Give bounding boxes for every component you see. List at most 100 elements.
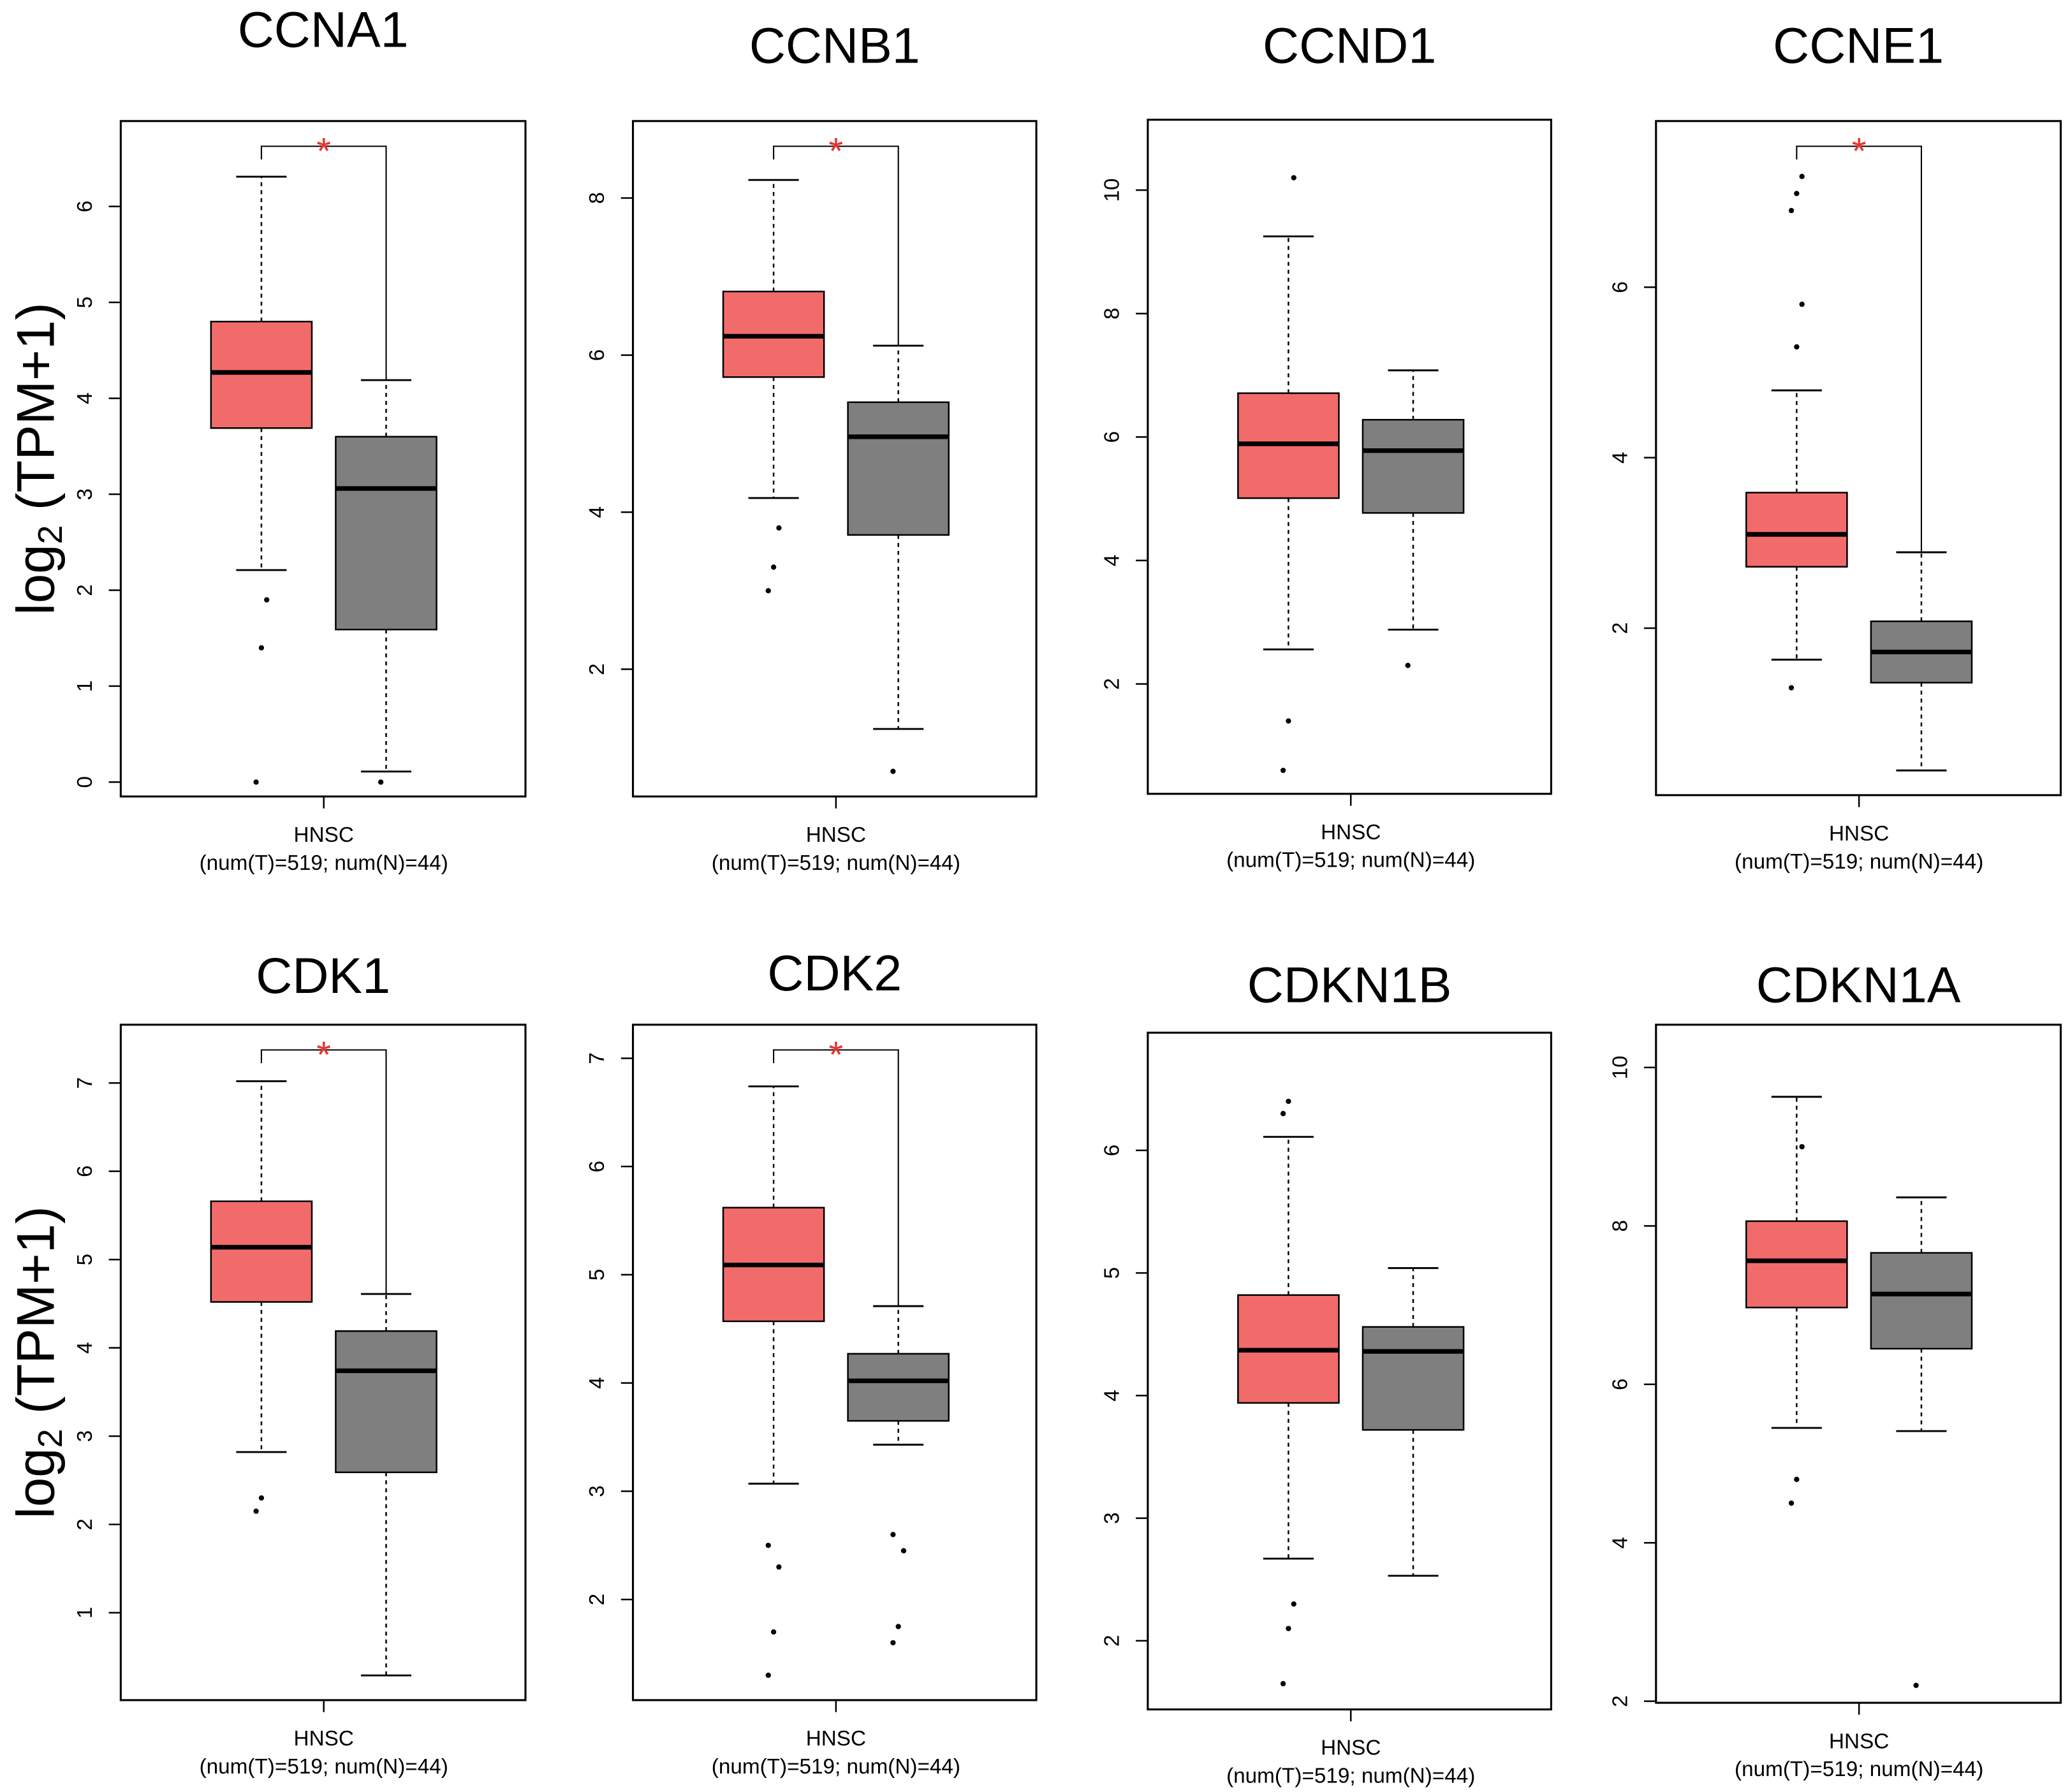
y-tick-label: 6 <box>1101 431 1124 443</box>
y-tick-label: 8 <box>585 192 609 204</box>
plot-frame <box>631 1024 1038 1701</box>
x-label: HNSC <box>1321 1737 1381 1760</box>
outlier <box>378 779 384 785</box>
chart-title: CCNE1 <box>1773 17 1944 73</box>
outlier <box>1788 207 1795 214</box>
x-label: HNSC <box>1321 821 1381 844</box>
outlier <box>1913 1682 1919 1688</box>
y-axis-label-part: log <box>6 544 65 615</box>
outlier <box>1788 685 1795 691</box>
y-tick-label: 6 <box>585 1161 609 1173</box>
y-tick-label: 7 <box>585 1052 609 1064</box>
box <box>1870 1252 1973 1350</box>
outlier <box>1286 1626 1291 1631</box>
y-tick-label: 2 <box>1608 622 1632 635</box>
y-tick-label: 5 <box>73 1254 97 1266</box>
y-tick-label: 4 <box>1101 555 1124 567</box>
y-tick-label: 2 <box>1608 1695 1632 1707</box>
box <box>210 321 313 429</box>
x-label: HNSC <box>1829 1730 1889 1753</box>
x-subtitle: (num(T)=519; num(N)=44) <box>200 851 448 875</box>
y-tick-label: 6 <box>1608 281 1632 293</box>
y-tick-label: 2 <box>585 663 609 675</box>
significance-bracket <box>1796 145 1922 553</box>
y-tick-label: 6 <box>1101 1145 1124 1157</box>
outlier <box>890 1640 896 1646</box>
y-tick-label: 8 <box>1608 1220 1632 1232</box>
y-tick-label: 2 <box>585 1594 609 1606</box>
outlier <box>253 1508 259 1514</box>
significance-star: * <box>316 1034 331 1076</box>
y-tick-label: 8 <box>1101 307 1124 319</box>
y-tick-label: 5 <box>585 1269 609 1281</box>
y-tick-label: 4 <box>1608 1537 1632 1549</box>
x-subtitle: (num(T)=519; num(N)=44) <box>1226 849 1475 872</box>
outlier <box>1788 1500 1795 1506</box>
outlier <box>890 1532 896 1538</box>
y-tick-label: 4 <box>585 1377 609 1389</box>
box <box>210 1200 313 1303</box>
y-tick-label: 2 <box>1101 678 1124 690</box>
outlier <box>1280 767 1286 774</box>
y-tick-label: 1 <box>73 680 97 693</box>
x-subtitle: (num(T)=519; num(N)=44) <box>1735 850 1983 874</box>
y-axis-label: log2 (TPM+1) <box>6 1206 70 1518</box>
significance-star: * <box>829 1034 844 1076</box>
y-tick-label: 6 <box>73 200 97 212</box>
outlier <box>776 525 782 531</box>
y-tick-label: 1 <box>73 1607 97 1619</box>
outlier <box>1280 1680 1286 1687</box>
outlier <box>765 1672 771 1678</box>
y-axis-label-part: log <box>6 1448 65 1518</box>
y-tick-label: 10 <box>1608 1055 1632 1079</box>
box <box>847 1353 950 1422</box>
outlier <box>1794 344 1800 350</box>
outlier <box>258 645 265 650</box>
y-axis-label: log2 (TPM+1) <box>6 302 70 615</box>
plot-frame <box>1147 119 1552 795</box>
plot-frame <box>1655 1024 2062 1704</box>
y-tick-label: 10 <box>1101 179 1124 202</box>
outlier <box>258 1495 265 1501</box>
plot-frame <box>119 120 527 798</box>
chart-title: CDK1 <box>256 947 390 1004</box>
significance-star: * <box>1852 131 1867 172</box>
significance-bracket <box>260 1049 387 1295</box>
y-tick-label: 7 <box>73 1077 97 1089</box>
box <box>847 401 950 536</box>
chart-title: CDK2 <box>767 944 902 1001</box>
outlier <box>1291 175 1296 180</box>
y-tick-label: 6 <box>1608 1379 1632 1391</box>
significance-star: * <box>316 131 331 172</box>
y-tick-label: 4 <box>1101 1390 1124 1402</box>
y-tick-label: 5 <box>1101 1267 1124 1279</box>
outlier <box>895 1624 901 1629</box>
outlier <box>1794 191 1800 196</box>
y-axis-label-part: (TPM+1) <box>6 302 65 525</box>
chart-title: CCND1 <box>1263 17 1436 73</box>
x-label: HNSC <box>294 823 354 847</box>
x-label: HNSC <box>294 1727 354 1751</box>
chart-title: CCNA1 <box>238 1 409 57</box>
chart-title: CCNB1 <box>749 17 920 73</box>
y-tick-label: 6 <box>585 349 609 362</box>
significance-star: * <box>829 131 844 172</box>
y-tick-label: 4 <box>73 1342 97 1354</box>
outlier <box>253 779 259 785</box>
y-axis-label-part: 2 <box>32 525 70 544</box>
outlier <box>765 1543 771 1548</box>
y-tick-label: 3 <box>73 488 97 501</box>
outlier <box>264 597 270 603</box>
y-tick-label: 2 <box>73 584 97 596</box>
y-tick-label: 2 <box>1101 1635 1124 1647</box>
y-tick-label: 4 <box>585 506 609 518</box>
outlier <box>765 588 771 594</box>
y-tick-label: 3 <box>585 1485 609 1497</box>
significance-bracket <box>260 145 387 381</box>
box <box>335 1330 437 1474</box>
y-axis-label-part: 2 <box>32 1428 70 1448</box>
outlier <box>1799 301 1805 307</box>
outlier <box>1799 1143 1805 1150</box>
plot-frame <box>631 120 1038 798</box>
